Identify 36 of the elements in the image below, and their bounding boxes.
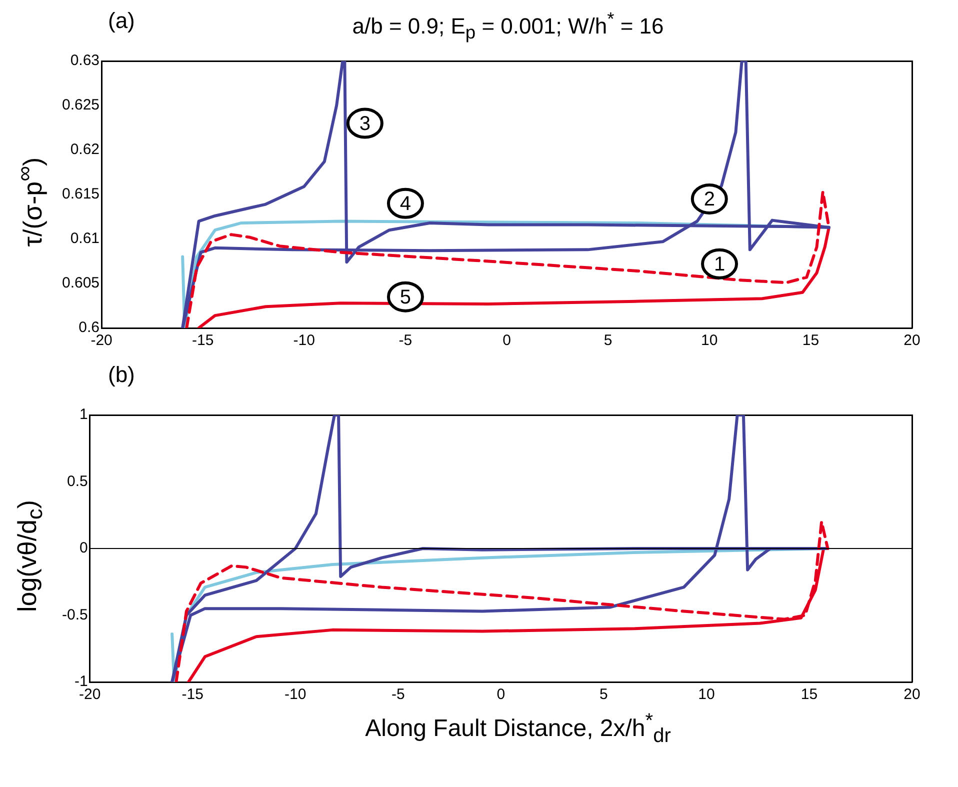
x-tick-label: 5 [600, 686, 608, 704]
annotation: 4 [400, 192, 412, 215]
y-tick-label: 0.625 [62, 96, 100, 114]
x-tick-label: 10 [698, 686, 715, 704]
chart-subtitle: a/b = 0.9; E$_{p}$ = 0.001; W/h$^{*}$ = 16 [352, 8, 664, 43]
y-tick-label: 0.63 [70, 52, 100, 70]
annotation: 1 [714, 253, 726, 276]
x-tick-label: 15 [802, 332, 820, 350]
x-tick-label: 10 [701, 332, 718, 350]
x-tick-label: 15 [800, 686, 818, 704]
chart-title: (a) [108, 8, 135, 34]
x-tick-label: -10 [293, 332, 315, 350]
x-tick-label: -5 [391, 686, 405, 704]
y-tick-label: 0.62 [70, 141, 100, 158]
x-tick-label: 5 [604, 332, 612, 350]
x-tick-label: 0 [496, 686, 506, 704]
y-tick-label: 1 [80, 406, 88, 424]
x-tick-label: -15 [182, 686, 204, 704]
x-tick-label: 0 [502, 332, 511, 350]
chart-title: (b) [108, 362, 135, 388]
x-tick-label: -15 [192, 332, 214, 350]
x-tick-label: -20 [79, 686, 101, 704]
annotation: 3 [359, 112, 370, 135]
y-tick-label: -0.5 [62, 606, 88, 624]
y-tick-label: 0.605 [62, 274, 100, 292]
x-tick-label: -20 [90, 332, 112, 350]
x-tick-label: 20 [904, 686, 920, 704]
x-tick-label: -5 [398, 332, 412, 350]
y-tick-label: 0.61 [70, 230, 100, 248]
y-tick-label: 0.5 [66, 472, 88, 490]
x-tick-label: -10 [284, 686, 306, 704]
y-tick-label: 0 [80, 540, 88, 557]
annotation: 5 [400, 286, 412, 308]
y-tick-label: 0.615 [62, 186, 100, 203]
x-tick-label: 20 [904, 332, 920, 350]
annotation: 2 [704, 188, 715, 210]
